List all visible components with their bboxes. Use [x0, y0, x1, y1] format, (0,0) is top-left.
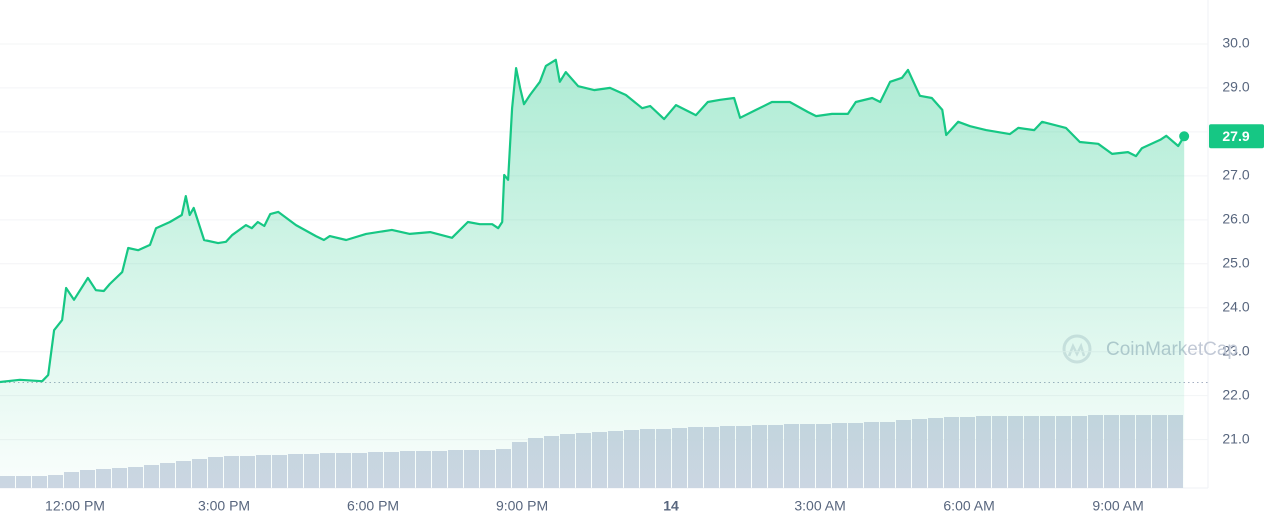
y-tick-label: 30.0 [1222, 35, 1249, 51]
x-tick-label: 6:00 PM [347, 498, 399, 514]
area-fill [0, 59, 1185, 489]
y-tick-label: 21.0 [1222, 430, 1249, 446]
y-tick-label: 27.0 [1222, 167, 1249, 183]
y-tick-label: 25.0 [1222, 254, 1249, 270]
x-tick-label: 9:00 PM [496, 498, 548, 514]
x-tick-label: 14 [663, 498, 679, 514]
y-tick-label: 24.0 [1222, 298, 1249, 314]
y-tick-label: 26.0 [1222, 211, 1249, 227]
x-tick-label: 3:00 AM [794, 498, 845, 514]
price-line [0, 58, 1186, 384]
x-tick-label: 3:00 PM [198, 498, 250, 514]
y-tick-label: 29.0 [1222, 79, 1249, 95]
price-tag [1209, 124, 1264, 149]
x-tick-label: 6:00 AM [943, 498, 994, 514]
price-tag-label: 27.9 [1222, 128, 1249, 144]
y-tick-label: 22.0 [1222, 386, 1249, 402]
last-point [1179, 131, 1190, 142]
x-tick-label: 12:00 PM [45, 498, 105, 514]
x-tick-label: 9:00 AM [1092, 498, 1143, 514]
y-tick-label: 23.0 [1222, 342, 1249, 358]
